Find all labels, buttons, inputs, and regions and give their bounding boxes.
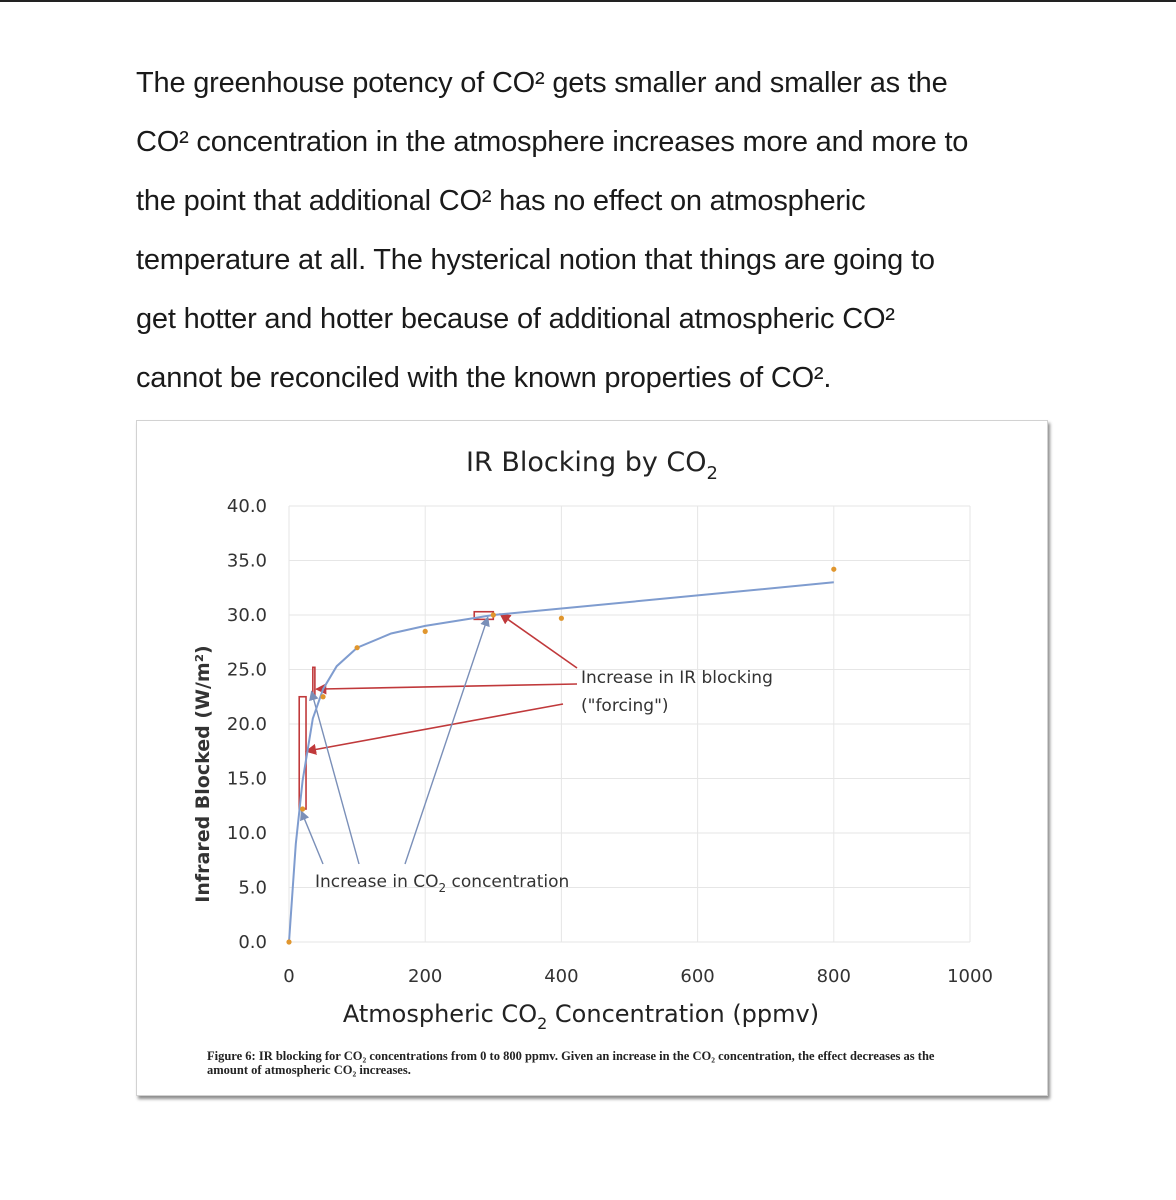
annotation-ir-blocking-line2: ("forcing") <box>581 696 669 716</box>
x-tick-label: 400 <box>544 966 578 987</box>
data-point <box>422 628 428 634</box>
x-tick-label: 200 <box>408 966 442 987</box>
annotation-ir-blocking-line1: Increase in IR blocking <box>581 668 773 688</box>
step-box <box>298 695 307 810</box>
figure-card: 0.0 5.0 10.0 15.0 20.0 25.0 30.0 35.0 40.0 0 200 40… <box>136 420 1048 1096</box>
annotation-co2-subscript: 2 <box>439 881 447 895</box>
paragraph-line-5: get hotter and hotter because of additio… <box>136 303 895 335</box>
x-axis-label: Atmospheric CO2 Concentration (ppmv) <box>343 1000 819 1033</box>
data-point <box>300 806 306 812</box>
body-paragraph: The greenhouse potency of CO² gets small… <box>136 54 1076 408</box>
data-point <box>320 694 326 700</box>
concentration-arrow <box>309 690 360 865</box>
concentration-arrow <box>300 810 324 865</box>
y-tick-label: 20.0 <box>227 714 267 735</box>
y-tick-label: 40.0 <box>227 496 267 517</box>
y-axis-label: Infrared Blocked (W/m²) <box>192 645 214 902</box>
axes: 0.0 5.0 10.0 15.0 20.0 25.0 30.0 35.0 40.0 0 200 40… <box>227 496 993 987</box>
data-point <box>354 645 360 651</box>
chart-title-subscript: 2 <box>707 463 718 484</box>
forcing-arrow <box>315 683 578 695</box>
data-point <box>490 612 496 618</box>
y-tick-label: 0.0 <box>238 932 267 953</box>
x-tick-label: 800 <box>817 966 851 987</box>
figure-caption: Figure 6: IR blocking for CO₂ concentrat… <box>207 1049 935 1077</box>
annotation-co2-concentration: Increase in CO2 concentration <box>315 872 569 895</box>
paragraph-line-4: temperature at all. The hysterical notio… <box>136 244 935 276</box>
y-tick-label: 25.0 <box>227 660 267 681</box>
paragraph-line-3: the point that additional CO² has no eff… <box>136 185 866 217</box>
x-tick-label: 0 <box>283 966 294 987</box>
step-box <box>312 666 316 699</box>
y-tick-label: 35.0 <box>227 551 267 572</box>
y-tick-label: 15.0 <box>227 769 267 790</box>
data-point <box>286 939 292 945</box>
y-tick-label: 10.0 <box>227 823 267 844</box>
top-divider <box>0 0 1176 2</box>
annotations <box>298 610 578 865</box>
data-point <box>558 615 564 621</box>
paragraph-line-1: The greenhouse potency of CO² gets small… <box>136 67 948 99</box>
paragraph-line-6: cannot be reconciled with the known prop… <box>136 362 832 394</box>
x-tick-label: 600 <box>680 966 714 987</box>
chart-title: IR Blocking by CO2 <box>466 447 718 484</box>
data-points <box>286 566 837 945</box>
y-tick-label: 5.0 <box>238 878 267 899</box>
forcing-arrow <box>304 703 564 755</box>
x-tick-label: 1000 <box>947 966 993 987</box>
x-axis-label-subscript: 2 <box>537 1014 547 1033</box>
concentration-arrow <box>404 616 490 865</box>
data-point <box>831 566 837 572</box>
y-tick-label: 30.0 <box>227 605 267 626</box>
grid-lines <box>288 505 971 943</box>
forcing-arrow <box>499 613 578 669</box>
ir-blocking-chart: 0.0 5.0 10.0 15.0 20.0 25.0 30.0 35.0 40.0 0 200 40… <box>192 447 993 1033</box>
paragraph-line-2: CO² concentration in the atmosphere incr… <box>136 126 969 158</box>
